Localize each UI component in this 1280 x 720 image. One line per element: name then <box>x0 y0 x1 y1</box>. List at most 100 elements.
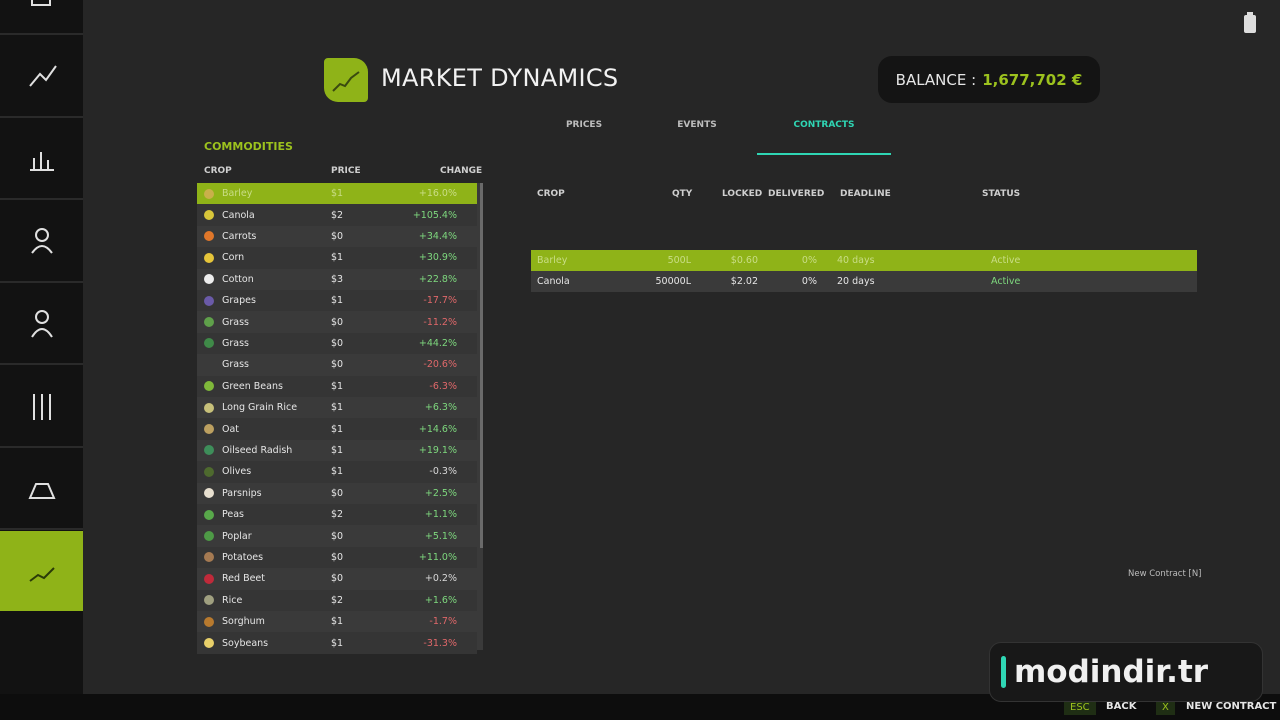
crop-icon <box>204 445 214 456</box>
commodity-row[interactable]: Sorghum $1 -1.7% <box>197 611 477 632</box>
crop-icon <box>204 424 214 435</box>
commodity-row[interactable]: Soybeans $1 -31.3% <box>197 632 477 654</box>
crop-name: Oilseed Radish <box>222 444 293 456</box>
commodity-row[interactable]: Red Beet $0 +0.2% <box>197 568 477 589</box>
column-header: DEADLINE <box>840 189 891 199</box>
sidebar-item[interactable] <box>0 366 83 448</box>
crop-change: +6.3% <box>424 402 457 414</box>
crop-price: $0 <box>331 337 344 349</box>
commodity-row[interactable]: Green Beans $1 -6.3% <box>197 375 477 397</box>
commodities-list: Barley $1 +16.0% Canola $2 +105.4% Carrots $0 +3… <box>197 183 483 654</box>
sidebar-icon <box>30 310 53 338</box>
commodity-row[interactable]: Canola $2 +105.4% <box>197 204 477 226</box>
crop-icon <box>204 210 214 221</box>
crop-name: Olives <box>222 466 252 478</box>
crop-price: $2 <box>331 209 344 221</box>
crop-name: Canola <box>222 209 255 221</box>
commodity-row[interactable]: Grass $0 -20.6% <box>197 354 477 375</box>
balance: BALANCE : 1,677,702 € <box>878 56 1100 103</box>
sidebar-icon <box>28 64 57 87</box>
commodity-row[interactable]: Rice $2 +1.6% <box>197 589 477 611</box>
icon-shape <box>30 227 53 254</box>
crop-price: $0 <box>331 230 344 242</box>
commodity-row[interactable]: Cotton $3 +22.8% <box>197 269 477 290</box>
commodity-row[interactable]: Poplar $0 +5.1% <box>197 525 477 546</box>
crop-change: +16.0% <box>418 188 457 200</box>
crop-change: +5.1% <box>424 530 457 542</box>
contract-cell: 50000L <box>655 276 691 287</box>
crop-name: Corn <box>222 252 245 264</box>
sidebar <box>0 0 83 694</box>
commodity-row[interactable]: Grass $0 -11.2% <box>197 311 477 332</box>
contract-cell: Barley <box>537 255 568 266</box>
crop-price: $1 <box>331 380 344 392</box>
sidebar-item[interactable] <box>0 0 83 35</box>
sidebar-icon <box>30 227 53 254</box>
commodity-row[interactable]: Grass $0 +44.2% <box>197 332 477 355</box>
action-label[interactable]: BACK <box>1106 701 1137 712</box>
tab-underline <box>757 153 891 155</box>
key-hint[interactable]: X <box>1156 700 1175 715</box>
sidebar-item[interactable] <box>0 201 83 283</box>
sidebar-item[interactable] <box>0 530 83 611</box>
crop-price: $1 <box>331 616 344 628</box>
crop-icon <box>204 466 214 477</box>
crop-name: Rice <box>222 594 243 606</box>
commodity-row[interactable]: Corn $1 +30.9% <box>197 247 477 269</box>
contract-cell: 500L <box>667 255 691 266</box>
contract-cell: 20 days <box>837 276 875 287</box>
sidebar-item[interactable] <box>0 118 83 200</box>
icon-shape <box>28 64 57 87</box>
crop-price: $1 <box>331 444 344 456</box>
sidebar-icon <box>27 483 56 499</box>
sidebar-icon <box>29 152 54 171</box>
crop-change: -31.3% <box>423 637 457 649</box>
contract-row[interactable]: Canola 50000L $2.02 0% 20 days Active <box>531 271 1197 292</box>
commodity-row[interactable]: Peas $2 +1.1% <box>197 504 477 526</box>
crop-name: Grass <box>222 316 249 328</box>
tab[interactable]: PRICES <box>565 120 603 130</box>
crop-price: $2 <box>331 509 344 521</box>
crop-price: $1 <box>331 188 344 200</box>
commodities-title: COMMODITIES <box>204 140 293 153</box>
commodity-row[interactable]: Carrots $0 +34.4% <box>197 226 477 247</box>
column-header: CROP <box>537 189 565 199</box>
commodity-row[interactable]: Grapes $1 -17.7% <box>197 290 477 312</box>
commodity-row[interactable]: Potatoes $0 +11.0% <box>197 546 477 569</box>
crop-name: Grapes <box>222 295 256 307</box>
tab[interactable]: EVENTS <box>677 120 717 130</box>
crop-name: Long Grain Rice <box>222 402 298 414</box>
commodity-row[interactable]: Long Grain Rice $1 +6.3% <box>197 397 477 418</box>
crop-name: Grass <box>222 337 249 349</box>
crop-price: $0 <box>331 487 344 499</box>
commodity-row[interactable]: Oilseed Radish $1 +19.1% <box>197 440 477 461</box>
icon-shape <box>27 483 56 499</box>
crop-name: Parsnips <box>222 487 262 499</box>
commodity-row[interactable]: Parsnips $0 +2.5% <box>197 483 477 504</box>
column-header: PRICE <box>331 166 361 176</box>
sidebar-item[interactable] <box>0 283 83 365</box>
crop-change: -20.6% <box>423 359 457 371</box>
page-title: MARKET DYNAMICS <box>381 64 619 92</box>
crop-icon <box>204 573 214 584</box>
key-hint[interactable]: ESC <box>1064 700 1096 715</box>
scrollbar[interactable] <box>480 183 483 548</box>
contract-cell: 0% <box>801 276 817 287</box>
action-label[interactable]: NEW CONTRACT <box>1186 701 1277 712</box>
sidebar-icon <box>28 566 55 582</box>
new-contract-hint[interactable]: New Contract [N] <box>1128 569 1202 579</box>
commodity-row[interactable]: Oat $1 +14.6% <box>197 418 477 440</box>
tab[interactable]: CONTRACTS <box>793 120 855 130</box>
column-header: DELIVERED <box>768 189 825 199</box>
contract-row[interactable]: Barley 500L $0.60 0% 40 days Active <box>531 250 1197 271</box>
sidebar-item[interactable] <box>0 36 83 118</box>
crop-icon <box>204 638 214 649</box>
sidebar-icon <box>32 393 51 420</box>
crop-price: $1 <box>331 423 344 435</box>
sidebar-item[interactable] <box>0 448 83 530</box>
watermark-text: modindir.tr <box>1014 654 1209 690</box>
commodity-row[interactable]: Barley $1 +16.0% <box>197 183 477 205</box>
commodity-row[interactable]: Olives $1 -0.3% <box>197 461 477 483</box>
crop-change: -0.3% <box>429 466 457 478</box>
